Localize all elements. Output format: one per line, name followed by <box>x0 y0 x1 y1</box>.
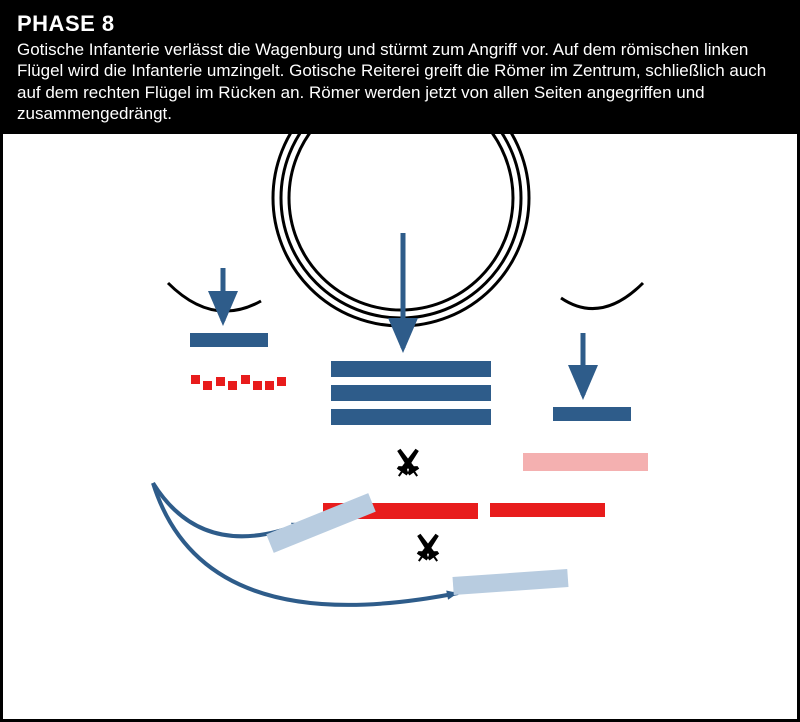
flank-arc <box>168 283 261 311</box>
combat-icon <box>394 446 422 479</box>
gothic-infantry-block <box>331 409 491 425</box>
gothic-infantry-block <box>553 407 631 421</box>
skirmisher-dot <box>203 381 212 390</box>
combat-icon <box>414 531 442 564</box>
skirmisher-dot <box>216 377 225 386</box>
roman-infantry-block <box>490 503 605 517</box>
skirmisher-dot <box>191 375 200 384</box>
phase-title: PHASE 8 <box>17 11 783 37</box>
gothic-infantry-block <box>331 385 491 401</box>
diagram-frame: PHASE 8 Gotische Infanterie verlässt die… <box>0 0 800 722</box>
skirmisher-dot <box>228 381 237 390</box>
skirmisher-dot <box>277 377 286 386</box>
header: PHASE 8 Gotische Infanterie verlässt die… <box>3 3 797 134</box>
roman-weakened-block <box>523 453 648 471</box>
skirmisher-dot <box>253 381 262 390</box>
cavalry-arrow <box>153 483 458 605</box>
gothic-infantry-block <box>190 333 268 347</box>
roman-cavalry-block <box>453 569 569 595</box>
flank-arc <box>561 283 643 309</box>
roman-cavalry-block <box>266 493 375 553</box>
skirmisher-dot <box>241 375 250 384</box>
phase-description: Gotische Infanterie verlässt die Wagenbu… <box>17 39 783 124</box>
gothic-infantry-block <box>331 361 491 377</box>
skirmisher-dot <box>265 381 274 390</box>
